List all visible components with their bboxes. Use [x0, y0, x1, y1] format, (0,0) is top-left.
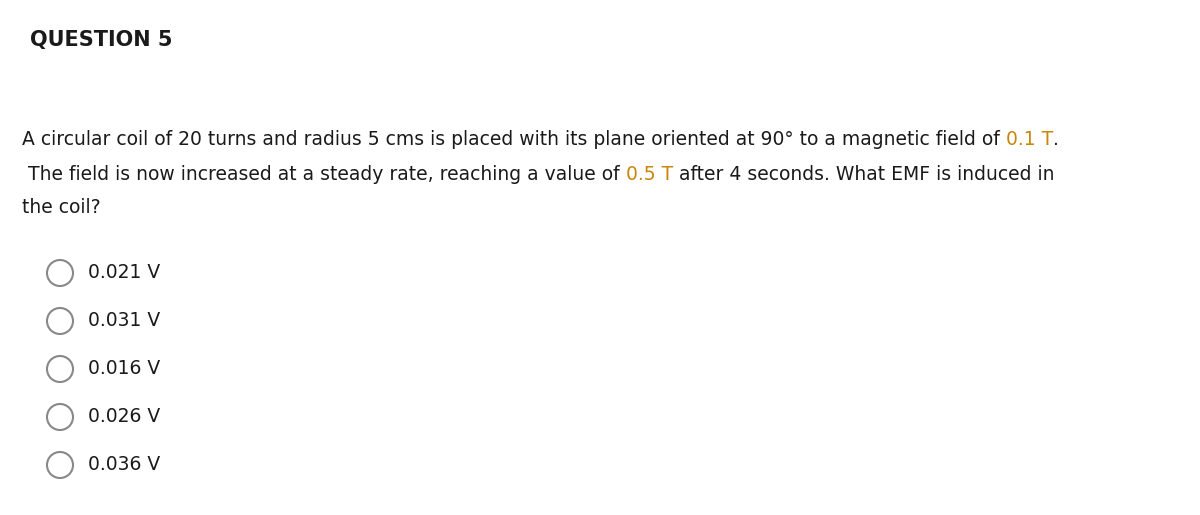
Text: 0.031 V: 0.031 V — [88, 312, 161, 331]
Text: 0.5 T: 0.5 T — [625, 165, 673, 184]
Text: 0.021 V: 0.021 V — [88, 264, 161, 283]
Text: 0.036 V: 0.036 V — [88, 455, 161, 474]
Text: .: . — [1054, 130, 1058, 149]
Text: 0.1 T: 0.1 T — [1006, 130, 1054, 149]
Text: 0.016 V: 0.016 V — [88, 359, 161, 379]
Text: 0.026 V: 0.026 V — [88, 407, 161, 426]
Text: The field is now increased at a steady rate, reaching a value of: The field is now increased at a steady r… — [22, 165, 625, 184]
Text: A circular coil of 20 turns and radius 5 cms is placed with its plane oriented a: A circular coil of 20 turns and radius 5… — [22, 130, 1006, 149]
Text: QUESTION 5: QUESTION 5 — [30, 30, 173, 50]
Text: after 4 seconds. What EMF is induced in: after 4 seconds. What EMF is induced in — [673, 165, 1055, 184]
Text: the coil?: the coil? — [22, 198, 101, 217]
